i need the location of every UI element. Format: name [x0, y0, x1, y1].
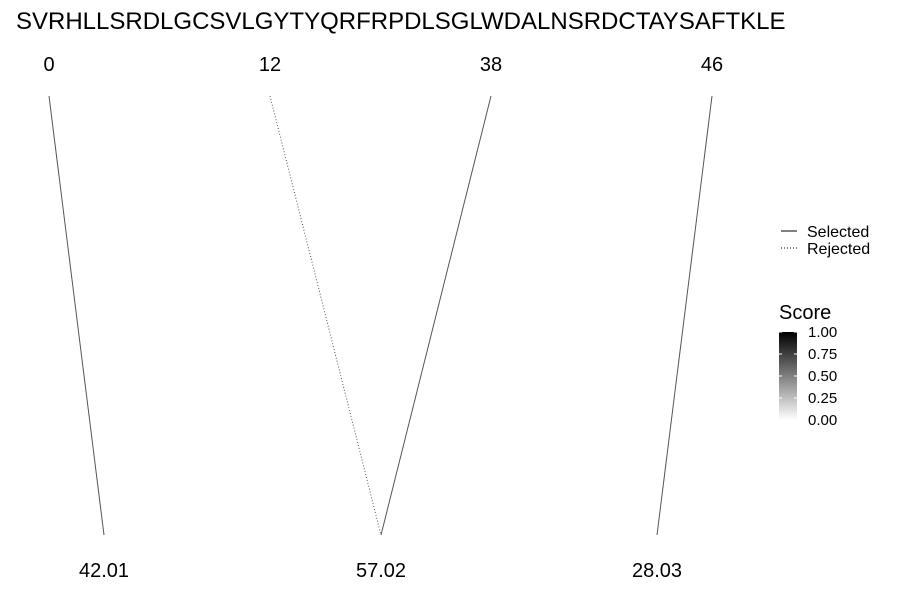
- sequence-title: SVRHLLSRDLGCSVLGYTYQRFRPDLSGLWDALNSRDCTA…: [16, 8, 786, 35]
- score-tick-group: 1.00 0.75 0.50 0.25 0.00: [779, 324, 837, 429]
- connection-38-to-57-02-selected: [380, 95, 492, 536]
- score-tick-label-0: 1.00: [808, 324, 837, 341]
- score-legend-title: Score: [779, 302, 831, 324]
- line-type-legend: Selected Rejected: [781, 224, 870, 258]
- connection-12-to-57-02-rejected: [269, 95, 382, 536]
- top-label-38: 38: [480, 54, 502, 76]
- connection-46-to-28-03-selected: [656, 95, 713, 536]
- score-colorbar: [779, 332, 797, 420]
- bottom-label-42-01: 42.01: [79, 560, 129, 582]
- score-legend: Score 1.00 0.75 0.50 0.25 0.00: [779, 302, 837, 429]
- bottom-label-group: 42.01 57.02 28.03: [79, 560, 682, 582]
- top-label-12: 12: [259, 54, 281, 76]
- top-label-group: 0 12 38 46: [43, 54, 723, 76]
- top-label-46: 46: [701, 54, 723, 76]
- connection-0-to-42-01-selected: [48, 95, 105, 536]
- legend-selected-label: Selected: [807, 224, 869, 241]
- score-tick-label-2: 0.50: [808, 368, 837, 385]
- bottom-label-28-03: 28.03: [632, 560, 682, 582]
- legend-rejected-label: Rejected: [807, 241, 870, 258]
- score-tick-label-3: 0.25: [808, 390, 837, 407]
- connection-lines: [48, 95, 713, 536]
- top-label-0: 0: [43, 54, 54, 76]
- score-tick-label-1: 0.75: [808, 346, 837, 363]
- bottom-label-57-02: 57.02: [356, 560, 406, 582]
- score-tick-label-4: 0.00: [808, 412, 837, 429]
